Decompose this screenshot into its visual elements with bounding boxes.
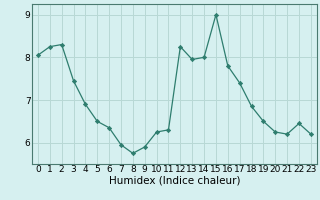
X-axis label: Humidex (Indice chaleur): Humidex (Indice chaleur) [109,176,240,186]
